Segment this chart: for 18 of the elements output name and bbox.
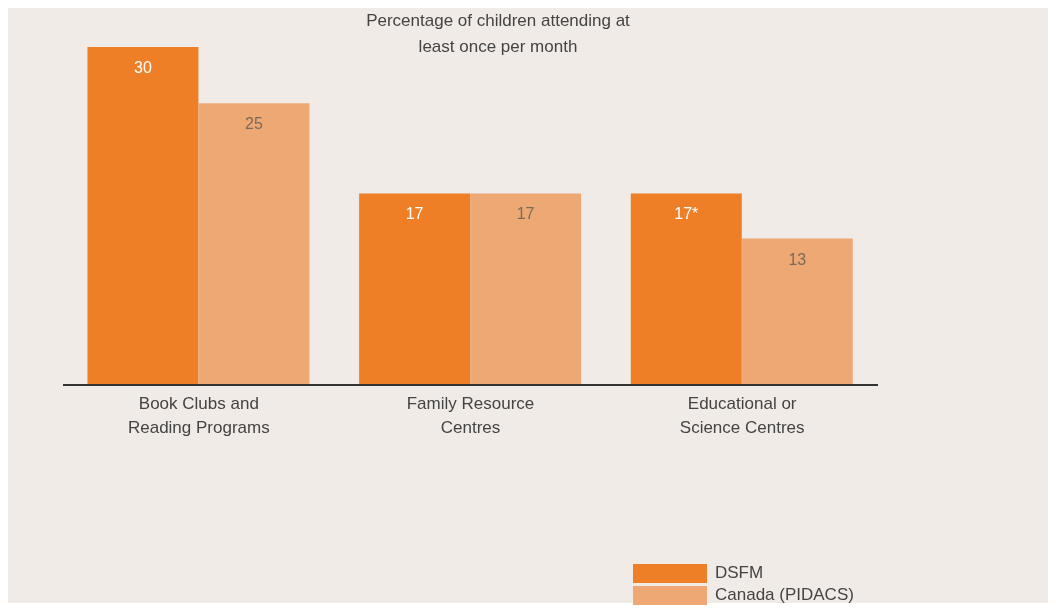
bar bbox=[87, 47, 199, 385]
bar bbox=[198, 103, 310, 385]
data-label: 17 bbox=[516, 205, 535, 223]
x-tick-label: Family Resource Centres bbox=[406, 394, 535, 437]
x-tick-label: Educational or Science Centres bbox=[679, 394, 805, 437]
chart-title: Percentage of children attending at least once per month bbox=[365, 10, 631, 58]
bar bbox=[359, 193, 471, 385]
legend-label: Canada (PIDACS) bbox=[715, 585, 854, 605]
bar bbox=[470, 193, 582, 385]
legend-label: DSFM bbox=[715, 563, 764, 583]
data-label: 13 bbox=[788, 250, 807, 268]
x-tick-label: Book Clubs and Reading Programs bbox=[127, 394, 270, 437]
data-label: 30 bbox=[134, 59, 152, 76]
bar bbox=[741, 238, 853, 385]
data-label: 25 bbox=[245, 115, 263, 133]
data-label: 17 bbox=[405, 205, 424, 223]
bar bbox=[630, 193, 742, 385]
data-label: 17* bbox=[674, 205, 699, 223]
